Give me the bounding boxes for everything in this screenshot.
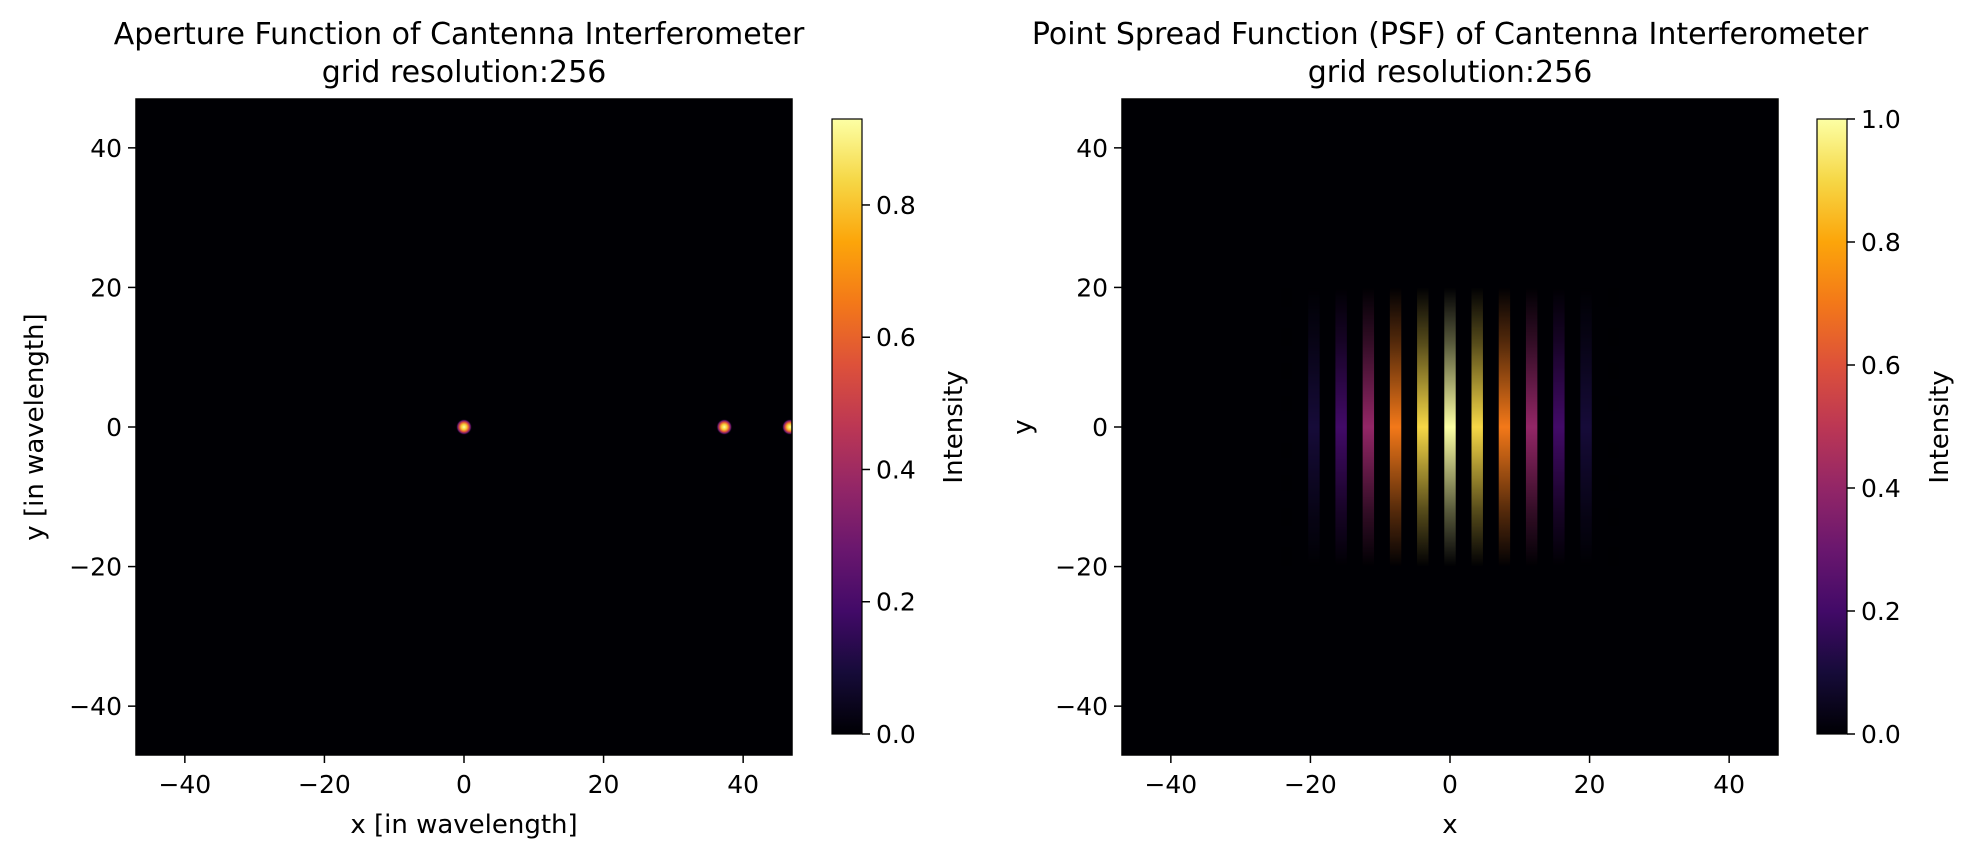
- aperture-panel: Aperture Function of Cantenna Interferom…: [20, 17, 969, 840]
- aperture-colorbar-ticks: 0.0 0.2 0.4 0.6 0.8: [862, 191, 916, 749]
- x-tick-label: −20: [1284, 770, 1337, 799]
- psf-fringe: [1280, 287, 1293, 567]
- psf-fringe: [1308, 287, 1320, 567]
- psf-fringe: [1607, 287, 1620, 567]
- x-tick-label: 40: [1713, 770, 1745, 799]
- colorbar-tick-label: 0.0: [876, 720, 916, 749]
- y-tick-label: −40: [1055, 692, 1108, 721]
- aperture-spot: [781, 419, 792, 435]
- y-tick-label: 20: [90, 273, 122, 302]
- x-tick-label: 0: [1442, 770, 1458, 799]
- x-tick-label: −40: [158, 770, 211, 799]
- y-tick-label: 40: [90, 134, 122, 163]
- psf-x-ticks: −40 −20 0 20 40: [1144, 755, 1745, 799]
- colorbar-tick-label: 0.8: [1861, 228, 1901, 257]
- psf-fringe: [1389, 287, 1402, 567]
- colorbar-tick-label: 0.4: [1861, 474, 1901, 503]
- aperture-y-label: y [in wavelength]: [20, 313, 50, 540]
- y-tick-label: 20: [1076, 273, 1108, 302]
- psf-fringe: [1471, 287, 1483, 567]
- psf-y-label: y: [1008, 419, 1038, 434]
- colorbar-tick-label: 0.0: [1861, 720, 1901, 749]
- aperture-spot: [456, 419, 472, 435]
- y-tick-label: 0: [106, 413, 122, 442]
- psf-fringe: [1498, 287, 1511, 567]
- x-tick-label: 20: [588, 770, 620, 799]
- colorbar-tick-label: 1.0: [1861, 105, 1901, 134]
- colorbar-tick-label: 0.6: [1861, 351, 1901, 380]
- psf-fringe: [1525, 287, 1538, 567]
- x-tick-label: 40: [727, 770, 759, 799]
- aperture-colorbar: [831, 118, 863, 735]
- aperture-title: Aperture Function of Cantenna Interferom…: [114, 17, 805, 52]
- aperture-colorbar-label: Intensity: [939, 370, 969, 483]
- y-tick-label: −40: [69, 692, 122, 721]
- x-tick-label: −20: [298, 770, 351, 799]
- psf-subtitle: grid resolution:256: [1308, 55, 1593, 90]
- colorbar-tick-label: 0.8: [876, 191, 916, 220]
- psf-x-label: x: [1442, 810, 1457, 840]
- aperture-y-ticks: −40 −20 0 20 40: [69, 134, 136, 721]
- aperture-x-ticks: −40 −20 0 20 40: [158, 755, 759, 799]
- colorbar-tick-label: 0.6: [876, 323, 916, 352]
- aperture-subtitle: grid resolution:256: [322, 55, 607, 90]
- aperture-spot: [716, 419, 733, 435]
- colorbar-tick-label: 0.4: [876, 455, 916, 484]
- psf-colorbar-ticks: 0.0 0.2 0.4 0.6 0.8 1.0: [1847, 105, 1901, 749]
- psf-fringe: [1553, 287, 1565, 567]
- psf-panel: Point Spread Function (PSF) of Cantenna …: [1008, 17, 1955, 840]
- psf-fringe: [1580, 287, 1592, 567]
- psf-y-ticks: −40 −20 0 20 40: [1055, 134, 1122, 721]
- y-tick-label: 0: [1092, 413, 1108, 442]
- psf-colorbar-label: Intensity: [1925, 370, 1955, 483]
- y-tick-label: −20: [69, 553, 122, 582]
- psf-fringe: [1417, 287, 1429, 567]
- colorbar-tick-label: 0.2: [876, 588, 916, 617]
- psf-fringe: [1444, 287, 1456, 567]
- colorbar-tick-label: 0.2: [1861, 597, 1901, 626]
- aperture-spots: [456, 419, 792, 435]
- y-tick-label: −20: [1055, 553, 1108, 582]
- psf-fringe: [1362, 287, 1375, 567]
- x-tick-label: 20: [1574, 770, 1606, 799]
- psf-title: Point Spread Function (PSF) of Cantenna …: [1032, 17, 1869, 52]
- x-tick-label: 0: [456, 770, 472, 799]
- psf-fringes: [1280, 287, 1620, 567]
- x-tick-label: −40: [1144, 770, 1197, 799]
- psf-colorbar: [1816, 118, 1848, 735]
- y-tick-label: 40: [1076, 134, 1108, 163]
- aperture-x-label: x [in wavelength]: [350, 810, 577, 840]
- psf-fringe: [1335, 287, 1347, 567]
